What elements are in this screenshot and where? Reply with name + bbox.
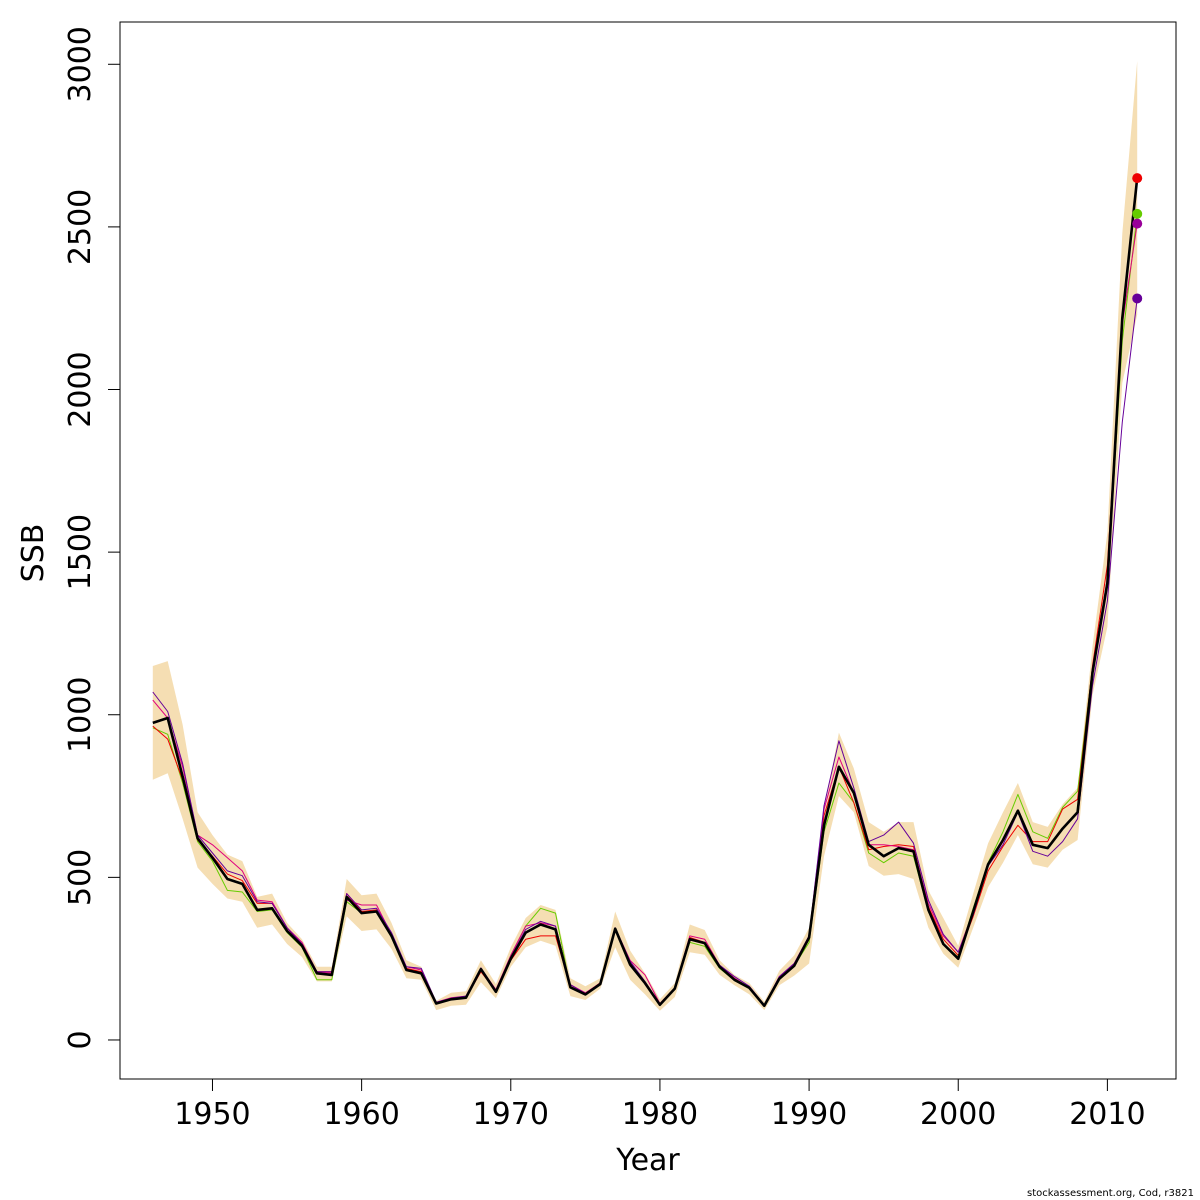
y-axis-title: SSB xyxy=(16,524,51,583)
y-tick-label: 0 xyxy=(63,1030,98,1049)
series-line-2 xyxy=(152,223,1138,1006)
x-tick-label: 1980 xyxy=(622,1097,698,1132)
end-point-2 xyxy=(1132,208,1143,219)
end-point-1 xyxy=(1132,173,1143,184)
x-axis: 1950 1960 1970 1980 1990 2000 2010 xyxy=(174,1078,1146,1132)
y-tick-label: 2000 xyxy=(63,351,98,427)
x-tick-label: 1990 xyxy=(771,1097,847,1132)
series-line-3 xyxy=(152,298,1138,1006)
y-tick-label: 1000 xyxy=(63,677,98,753)
y-tick-label: 1500 xyxy=(63,514,98,590)
y-tick-label: 3000 xyxy=(63,26,98,102)
x-axis-title: Year xyxy=(615,1143,680,1178)
x-tick-label: 1970 xyxy=(473,1097,549,1132)
end-point-4 xyxy=(1132,293,1143,304)
x-tick-label: 1960 xyxy=(323,1097,399,1132)
series-line-0 xyxy=(152,213,1138,1007)
series-lines xyxy=(152,177,1139,1008)
end-point-3 xyxy=(1132,218,1143,229)
end-points xyxy=(1132,173,1143,304)
y-axis: 0 500 1000 1500 2000 2500 3000 xyxy=(63,26,121,1050)
confidence-band-area xyxy=(152,61,1138,1011)
series-line-main xyxy=(152,177,1139,1008)
confidence-band xyxy=(152,61,1138,1011)
y-tick-label: 2500 xyxy=(63,189,98,265)
y-tick-label: 500 xyxy=(63,849,98,906)
x-tick-label: 2000 xyxy=(920,1097,996,1132)
credit-text: stockassessment.org, Cod, r3821 xyxy=(1027,1188,1194,1199)
x-tick-label: 2010 xyxy=(1069,1097,1145,1132)
x-tick-label: 1950 xyxy=(174,1097,250,1132)
